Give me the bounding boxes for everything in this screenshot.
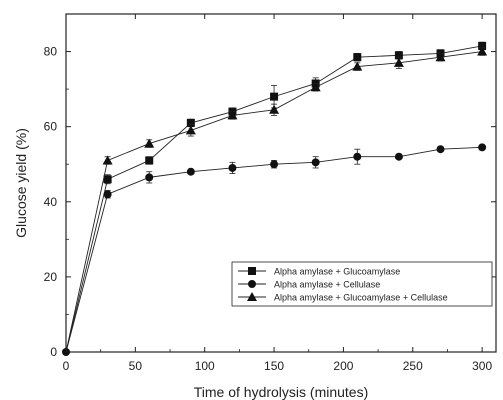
data-point [185, 125, 196, 135]
x-tick-label: 0 [63, 359, 70, 373]
series-triangle [65, 46, 488, 353]
series-layer [62, 41, 488, 356]
y-axis-title: Glucose yield (%) [13, 128, 29, 238]
y-tick-label: 20 [44, 270, 58, 284]
x-tick-label: 250 [403, 359, 423, 373]
data-point [270, 92, 279, 101]
series-circle [62, 143, 487, 356]
x-axis-title: Time of hydrolysis (minutes) [194, 384, 369, 400]
axes: 0 50 100 150 200 250 300 0 20 40 60 80 [44, 13, 497, 373]
data-point [102, 155, 113, 165]
legend-items: Alpha amylase + Glucoamylase Alpha amylas… [238, 267, 448, 303]
data-point [394, 152, 403, 161]
legend-box [231, 261, 493, 307]
data-point [227, 110, 238, 120]
data-point [103, 175, 112, 184]
data-point [477, 46, 488, 56]
y-tick-label: 0 [50, 345, 57, 359]
data-point [393, 57, 404, 67]
data-point [353, 152, 362, 161]
x-tick-label: 50 [129, 359, 143, 373]
legend: Alpha amylase + Glucoamylase Alpha amylas… [231, 261, 493, 307]
data-point [228, 163, 237, 172]
data-point [270, 160, 279, 169]
data-point [145, 156, 154, 165]
legend-label: Alpha amylase + Glucoamylase [274, 267, 400, 277]
y-tick-label: 60 [44, 120, 58, 134]
x-tick-label: 150 [264, 359, 284, 373]
data-point [186, 167, 195, 176]
data-point [269, 104, 280, 114]
legend-marker-square-icon [248, 267, 256, 275]
data-point [145, 173, 154, 182]
data-point [436, 145, 445, 154]
data-point [311, 158, 320, 167]
data-point [394, 51, 403, 60]
x-tick-label: 100 [195, 359, 215, 373]
data-point [435, 52, 446, 62]
plot-frame [65, 13, 497, 353]
series-line [65, 146, 483, 353]
legend-marker-triangle-icon [247, 292, 257, 301]
data-point [103, 190, 112, 199]
data-point [352, 61, 363, 71]
data-point [310, 82, 321, 92]
legend-marker-circle-icon [248, 280, 256, 288]
x-tick-label: 200 [333, 359, 353, 373]
legend-label: Alpha amylase + Glucoamylase + Cellulase [274, 293, 448, 303]
x-tick-label: 300 [472, 359, 492, 373]
y-tick-label: 40 [44, 195, 58, 209]
data-point [186, 118, 195, 127]
data-point [478, 143, 487, 152]
data-point [353, 53, 362, 62]
data-point [478, 41, 487, 50]
data-point [144, 138, 155, 148]
legend-label: Alpha amylase + Cellulase [274, 280, 380, 290]
y-tick-label: 80 [44, 45, 58, 59]
